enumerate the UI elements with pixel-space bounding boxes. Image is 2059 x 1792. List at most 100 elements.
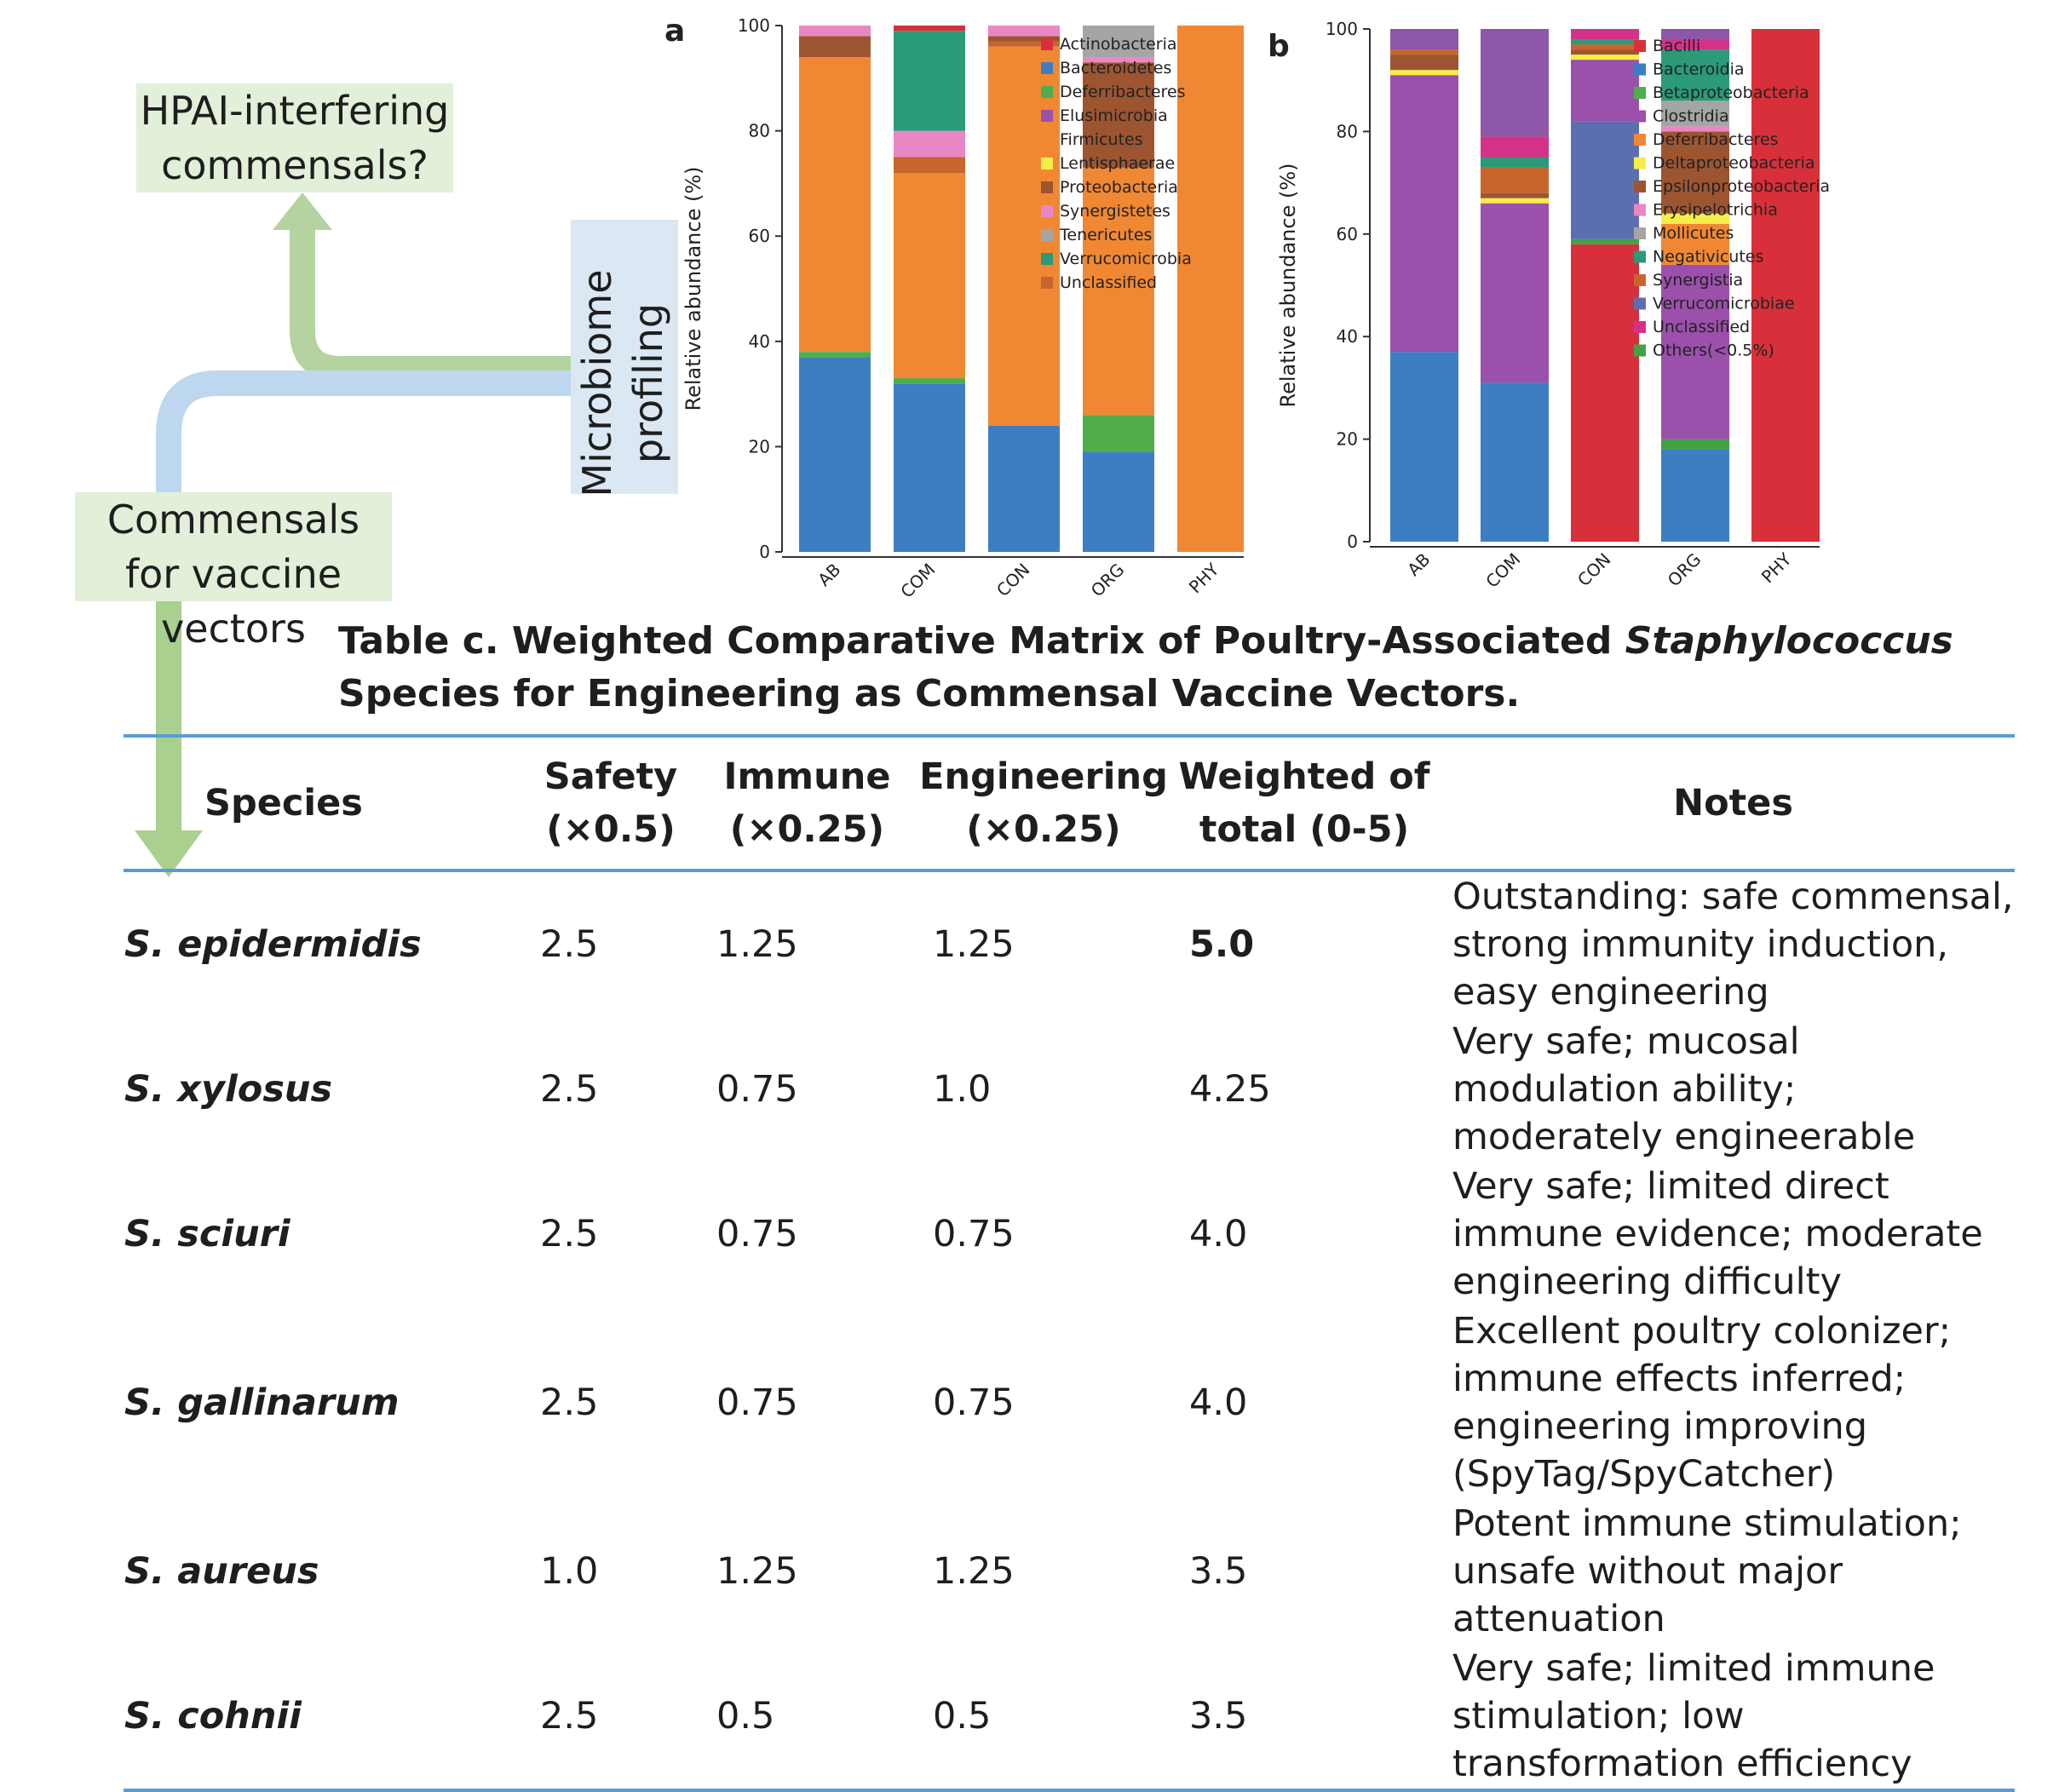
legend-label: Bacteroidia bbox=[1653, 60, 1745, 79]
bar-segment bbox=[1390, 49, 1458, 55]
x-tick-label: ORG bbox=[1664, 549, 1705, 591]
bar-segment bbox=[894, 157, 965, 174]
table-row: S. epidermidis 2.5 1.25 1.25 5.0 Outstanding:… bbox=[124, 870, 2015, 1017]
panel-letter: a bbox=[664, 14, 685, 49]
arrow-head-up bbox=[273, 192, 332, 230]
bar-segment bbox=[1571, 244, 1639, 542]
legend-label: Others(<0.5%) bbox=[1653, 342, 1774, 360]
bar-segment bbox=[1661, 439, 1729, 450]
legend-swatch bbox=[1634, 87, 1646, 99]
weighted-cell: 4.25 bbox=[1189, 1068, 1271, 1111]
table-row: S. cohnii 2.5 0.5 0.5 3.5 Very safe; limited … bbox=[124, 1644, 2015, 1790]
bar-segment bbox=[1661, 449, 1729, 542]
y-axis-label: Relative abundance (%) bbox=[1276, 163, 1300, 407]
header-weighted: Weighted of total (0-5) bbox=[1178, 755, 1430, 851]
species-cell: S. aureus bbox=[124, 1550, 319, 1593]
bar-segment bbox=[1481, 203, 1549, 383]
bar-segment bbox=[988, 425, 1060, 552]
immune-cell: 0.5 bbox=[716, 1695, 775, 1737]
y-tick-label: 0 bbox=[1347, 531, 1358, 552]
bar-segment bbox=[799, 357, 871, 552]
legend-swatch bbox=[1634, 204, 1646, 216]
engineering-cell: 0.75 bbox=[933, 1381, 1015, 1424]
bar-segment bbox=[1661, 264, 1729, 439]
legend-swatch bbox=[1041, 134, 1053, 146]
legend-swatch bbox=[1634, 181, 1646, 192]
bar-segment bbox=[894, 31, 965, 131]
header-immune: Immune (×0.25) bbox=[723, 755, 891, 851]
bar-segment bbox=[1661, 39, 1729, 50]
chart-b: b 0 20 40 60 80 100 Relative abundance (%) AB COM… bbox=[1268, 19, 1830, 592]
legend-swatch bbox=[1634, 110, 1646, 123]
legend-swatch bbox=[1041, 62, 1053, 74]
x-tick-label: ORG bbox=[1087, 560, 1129, 596]
legend-swatch bbox=[1634, 274, 1646, 286]
legend-swatch bbox=[1634, 250, 1646, 263]
bar-segment bbox=[799, 36, 871, 58]
bar-segment bbox=[1390, 70, 1458, 76]
safety-cell: 2.5 bbox=[540, 1695, 599, 1737]
safety-cell: 2.5 bbox=[540, 1381, 599, 1424]
x-tick-label: COM bbox=[1481, 549, 1524, 592]
legend-swatch bbox=[1634, 40, 1646, 52]
table-row: S. aureus 1.0 1.25 1.25 3.5 Potent immune sti… bbox=[124, 1499, 2015, 1644]
x-tick-label: PHY bbox=[1185, 559, 1223, 596]
legend-label: Verrucomicrobia bbox=[1060, 250, 1192, 268]
hpai-box: HPAI-interfering commensals? bbox=[136, 83, 453, 192]
bar-segment bbox=[894, 378, 965, 384]
header-safety: Safety (×0.5) bbox=[544, 755, 678, 851]
immune-cell: 1.25 bbox=[716, 923, 798, 966]
bar-segment bbox=[1571, 60, 1639, 122]
legend-swatch bbox=[1041, 277, 1053, 289]
bar-segment bbox=[1481, 29, 1549, 137]
y-tick-label: 0 bbox=[759, 542, 770, 562]
legend-label: Deltaproteobacteria bbox=[1653, 154, 1815, 173]
x-tick-label: AB bbox=[1403, 549, 1434, 580]
legend-swatch bbox=[1634, 321, 1646, 333]
bar-segment bbox=[799, 352, 871, 358]
legend-label: Bacilli bbox=[1653, 37, 1700, 55]
bar-segment bbox=[1481, 382, 1549, 542]
bar-segment bbox=[799, 57, 871, 353]
legend-swatch bbox=[1634, 63, 1646, 76]
arrow-head-down bbox=[135, 830, 203, 877]
species-cell: S. epidermidis bbox=[124, 923, 422, 966]
legend-swatch bbox=[1634, 344, 1646, 357]
bar-segment bbox=[988, 36, 1060, 42]
y-tick-label: 40 bbox=[1337, 326, 1358, 347]
bar-segment bbox=[1083, 451, 1154, 552]
bar-segment bbox=[988, 41, 1060, 47]
bar-segment bbox=[894, 383, 965, 552]
legend-label: Synergistia bbox=[1653, 271, 1743, 290]
legend-label: Negativicutes bbox=[1653, 248, 1763, 267]
arrow-to-hpai bbox=[290, 221, 588, 382]
legend-swatch bbox=[1041, 158, 1053, 169]
safety-cell: 1.0 bbox=[540, 1550, 599, 1593]
engineering-cell: 1.25 bbox=[933, 923, 1015, 966]
bar-segment bbox=[1661, 101, 1729, 127]
vaccine-box: Commensals for vaccine vectors bbox=[75, 492, 392, 652]
immune-cell: 1.25 bbox=[716, 1550, 798, 1593]
engineering-cell: 1.0 bbox=[933, 1068, 992, 1111]
chart-a: a 0 20 40 60 80 100 Relative abundance (%) AB COM… bbox=[664, 14, 1244, 596]
bar-segment bbox=[1481, 136, 1549, 158]
species-cell: S. cohnii bbox=[124, 1695, 302, 1737]
bar-segment bbox=[1083, 167, 1154, 416]
safety-cell: 2.5 bbox=[540, 1068, 599, 1111]
legend-swatch bbox=[1634, 297, 1646, 310]
legend-label: Actinobacteria bbox=[1060, 35, 1177, 54]
immune-cell: 0.75 bbox=[716, 1213, 798, 1255]
legend-label: Deferribacteres bbox=[1653, 130, 1779, 149]
x-tick-label: CON bbox=[1573, 549, 1615, 591]
legend-swatch bbox=[1041, 38, 1053, 50]
bar-segment bbox=[1661, 49, 1729, 101]
bar-segment bbox=[1390, 75, 1458, 353]
notes-cell: Very safe; limited direct immune evidenc… bbox=[1452, 1165, 1983, 1303]
bar-segment bbox=[1571, 44, 1639, 50]
legend-label: Epsilonproteobacteria bbox=[1653, 177, 1830, 196]
legend-label: Unclassified bbox=[1653, 318, 1750, 336]
legend-label: Firmicutes bbox=[1060, 130, 1143, 149]
arrow-to-table bbox=[156, 370, 588, 835]
legend-swatch bbox=[1634, 157, 1646, 169]
y-tick-label: 100 bbox=[738, 15, 770, 36]
